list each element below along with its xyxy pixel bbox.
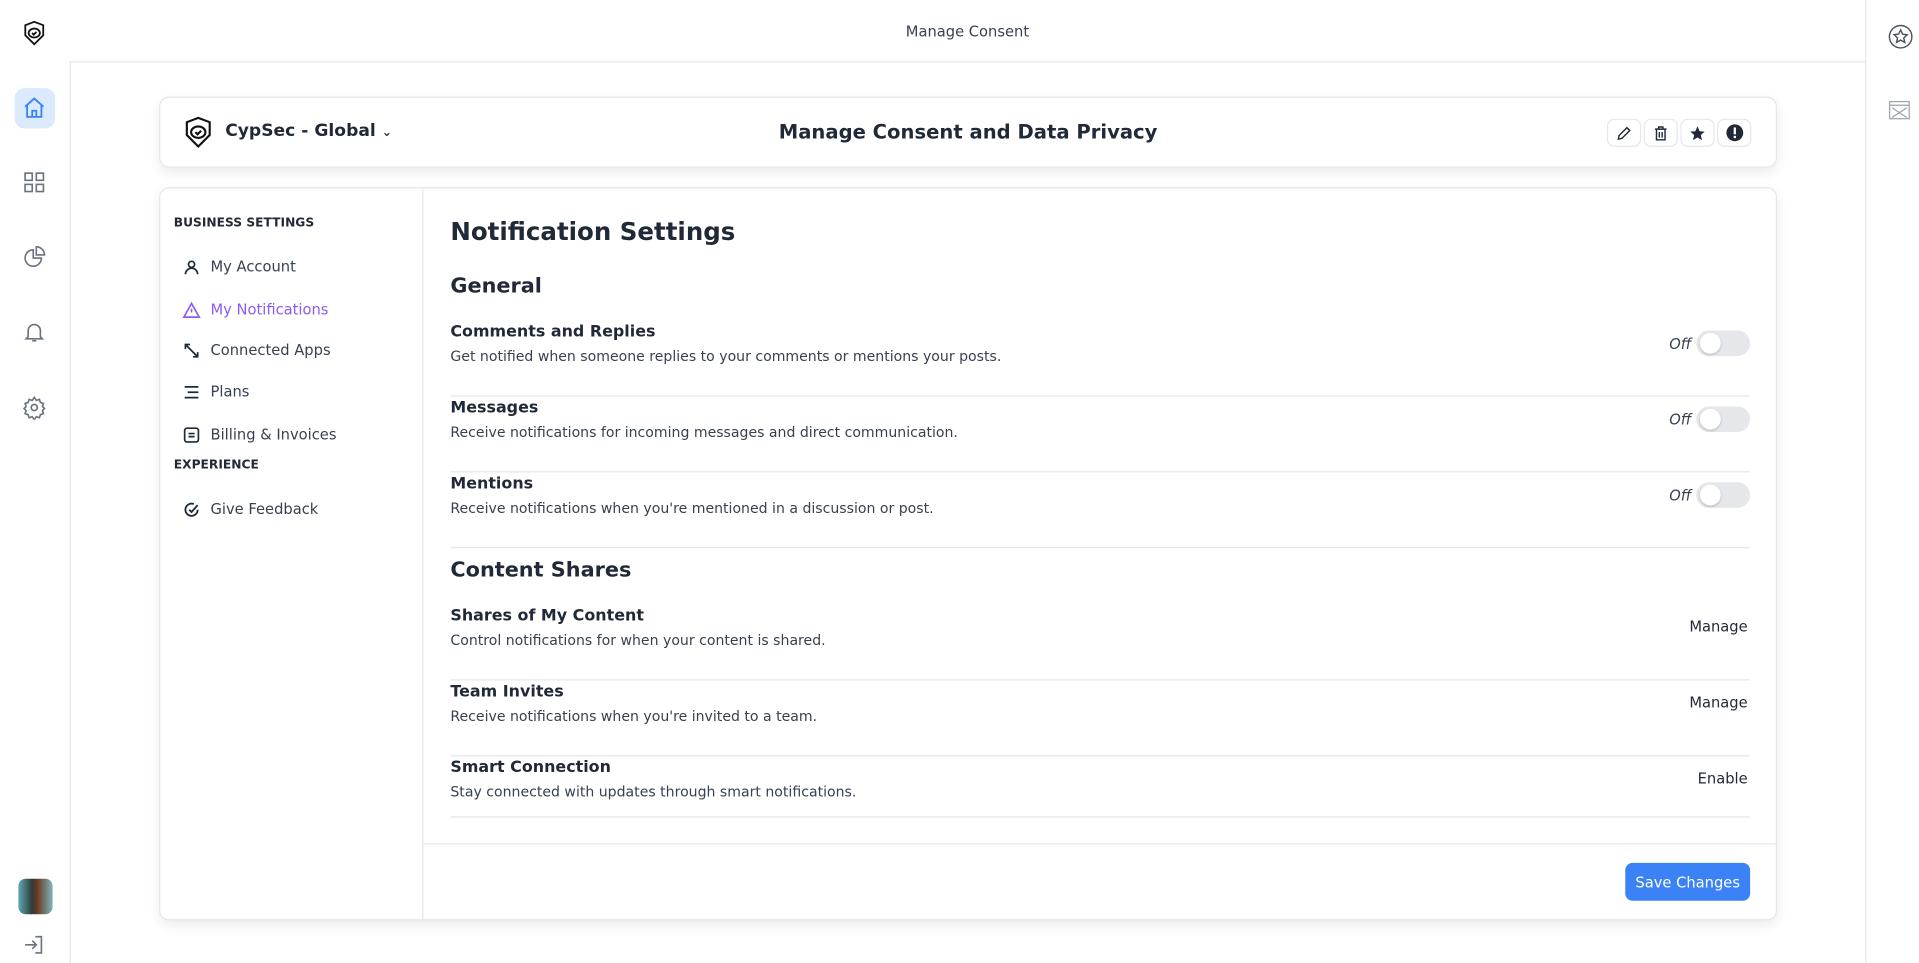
feedback-icon bbox=[184, 502, 199, 517]
invoice-icon bbox=[183, 426, 200, 443]
star-circle-icon[interactable] bbox=[1886, 22, 1915, 51]
setting-row-shares: Shares of My Content Control notification… bbox=[450, 605, 1751, 681]
sidebar-item-label: Connected Apps bbox=[210, 341, 331, 359]
sidebar-item-label: My Notifications bbox=[210, 301, 329, 319]
org-name: CypSec - Global bbox=[225, 121, 376, 141]
sidebar-item-connected-apps[interactable]: Connected Apps bbox=[182, 338, 331, 362]
lines-icon bbox=[184, 385, 199, 398]
page-title: Manage Consent bbox=[905, 23, 1030, 41]
warning-triangle-icon bbox=[182, 301, 201, 318]
edit-button[interactable] bbox=[1606, 118, 1642, 147]
edit-icon bbox=[1617, 126, 1631, 140]
toggle-state: Off bbox=[1669, 487, 1692, 505]
sidebar-item-plans[interactable]: Plans bbox=[182, 379, 249, 403]
manage-button[interactable]: Manage bbox=[1689, 693, 1748, 712]
broken-image-icon bbox=[1887, 98, 1911, 122]
logout-icon[interactable] bbox=[20, 930, 49, 959]
setting-row-messages: Messages Receive notifications for incomi… bbox=[450, 397, 1751, 473]
toggle-state: Off bbox=[1669, 335, 1692, 353]
grid-icon[interactable] bbox=[20, 168, 49, 197]
setting-desc: Control notifications for when your cont… bbox=[450, 631, 826, 649]
setting-title: Mentions bbox=[450, 474, 534, 494]
toggle-messages[interactable] bbox=[1696, 406, 1751, 433]
user-icon bbox=[184, 259, 199, 274]
star-icon bbox=[1690, 125, 1705, 140]
setting-row-smart-connection: Smart Connection Stay connected with upda… bbox=[450, 756, 1751, 818]
setting-title: Team Invites bbox=[450, 682, 564, 702]
manage-button[interactable]: Manage bbox=[1689, 618, 1748, 636]
sidebar-item-label: Give Feedback bbox=[210, 500, 319, 518]
settings-card bbox=[159, 187, 1778, 921]
favorite-button[interactable] bbox=[1680, 118, 1715, 147]
save-changes-button[interactable]: Save Changes bbox=[1625, 862, 1751, 901]
delete-button[interactable] bbox=[1643, 118, 1678, 147]
sidebar-item-my-account[interactable]: My Account bbox=[182, 255, 296, 279]
enable-button[interactable]: Enable bbox=[1697, 769, 1748, 787]
chevron-down-icon: ⌄ bbox=[381, 126, 393, 140]
setting-title: Shares of My Content bbox=[450, 607, 644, 626]
section-experience: EXPERIENCE bbox=[173, 458, 259, 473]
sidebar-item-label: My Account bbox=[210, 258, 296, 276]
avatar[interactable] bbox=[18, 878, 53, 915]
pie-chart-icon[interactable] bbox=[20, 242, 49, 271]
sidebar-item-billing[interactable]: Billing & Invoices bbox=[182, 422, 336, 446]
setting-row-comments: Comments and Replies Get notified when so… bbox=[450, 321, 1751, 397]
left-rail bbox=[0, 0, 70, 963]
setting-row-mentions: Mentions Receive notifications when you'r… bbox=[450, 472, 1751, 549]
setting-title: Smart Connection bbox=[450, 758, 611, 778]
sidebar-item-label: Plans bbox=[210, 383, 250, 401]
gear-icon[interactable] bbox=[20, 393, 49, 422]
setting-desc: Receive notifications when you're mentio… bbox=[450, 499, 934, 517]
setting-row-team-invites: Team Invites Receive notifications when y… bbox=[450, 680, 1751, 757]
org-logo-icon bbox=[180, 114, 217, 151]
divider bbox=[422, 187, 424, 921]
sidebar-item-my-notifications[interactable]: My Notifications bbox=[182, 297, 328, 321]
setting-desc: Stay connected with updates through smar… bbox=[450, 783, 857, 801]
divider bbox=[1865, 0, 1867, 963]
nav-home[interactable] bbox=[14, 88, 56, 129]
sidebar-item-give-feedback[interactable]: Give Feedback bbox=[182, 497, 318, 521]
setting-desc: Receive notifications for incoming messa… bbox=[450, 423, 958, 441]
home-icon[interactable] bbox=[20, 93, 49, 122]
toggle-mentions[interactable] bbox=[1696, 482, 1751, 508]
setting-desc: Receive notifications when you're invite… bbox=[450, 707, 818, 725]
arrows-icon bbox=[184, 343, 199, 357]
trash-icon bbox=[1655, 125, 1667, 140]
alert-button[interactable] bbox=[1717, 118, 1752, 147]
setting-desc: Get notified when someone replies to you… bbox=[450, 347, 1002, 365]
toggle-state: Off bbox=[1669, 411, 1692, 429]
section-business-settings: BUSINESS SETTINGS bbox=[173, 216, 315, 231]
divider bbox=[423, 843, 1776, 845]
toggle-comments[interactable] bbox=[1696, 330, 1751, 357]
setting-title: Comments and Replies bbox=[450, 323, 656, 342]
org-selector[interactable]: CypSec - Global ⌄ bbox=[225, 121, 392, 141]
header-card bbox=[159, 96, 1778, 168]
header-title: Manage Consent and Data Privacy bbox=[778, 119, 1158, 144]
divider bbox=[69, 61, 71, 963]
divider bbox=[69, 61, 1866, 63]
alert-icon bbox=[1725, 124, 1743, 142]
bell-icon[interactable] bbox=[20, 317, 49, 346]
section-content-shares: Content Shares bbox=[450, 558, 632, 583]
settings-title: Notification Settings bbox=[450, 216, 736, 246]
section-general: General bbox=[450, 274, 542, 299]
sidebar-item-label: Billing & Invoices bbox=[210, 425, 337, 444]
setting-title: Messages bbox=[450, 398, 539, 418]
logo-icon[interactable] bbox=[20, 18, 49, 47]
